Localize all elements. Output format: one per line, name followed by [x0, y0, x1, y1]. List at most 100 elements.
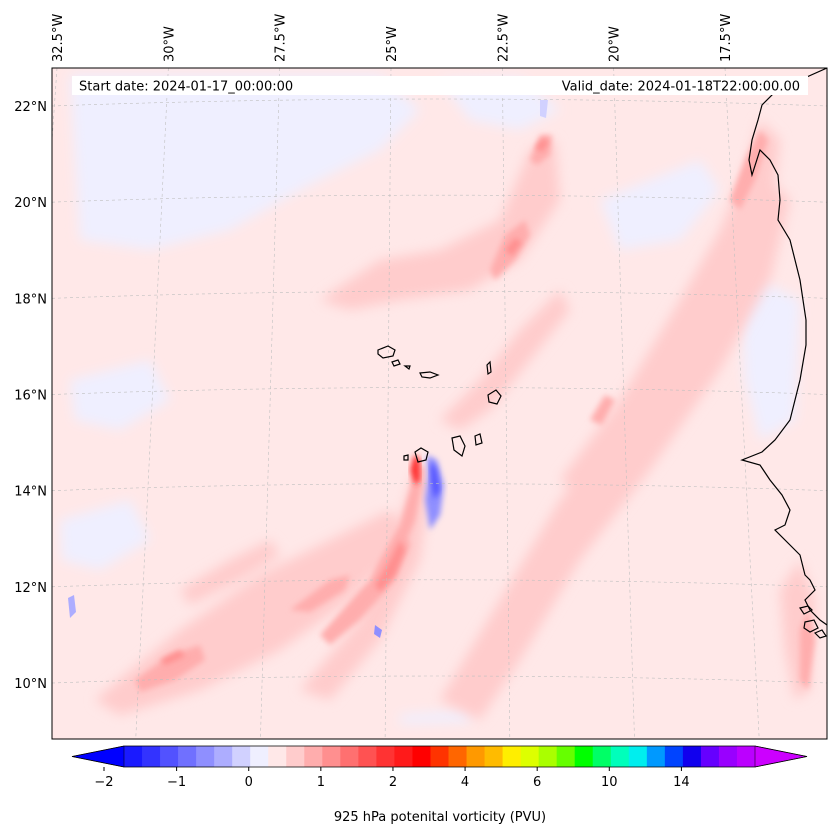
colorbar-tick-label: −1 [167, 775, 186, 790]
colorbar-cell [682, 746, 702, 767]
colorbar-cell [196, 746, 215, 767]
map-panel: Start date: 2024-01-17_00:00:00 Valid_da… [14, 14, 828, 740]
africa-coastline [740, 68, 827, 626]
colorbar-cell [448, 746, 468, 767]
parallel-line [52, 579, 827, 588]
meridian-line [502, 68, 511, 739]
colorbar-cell [538, 746, 558, 767]
parallel-line [52, 483, 827, 491]
map-frame [51, 67, 828, 740]
colorbar-cell [574, 746, 594, 767]
colorbar-cell [700, 746, 720, 767]
meridian-line [613, 68, 635, 739]
colorbar-under-arrow [71, 745, 125, 768]
colorbar: −2 −1 0 1 2 4 6 10 14 925 hPa potenital vorticit… [71, 745, 808, 825]
longitude-label: 27.5°W [274, 14, 289, 62]
colorbar-cells [124, 746, 756, 767]
colorbar-cell [232, 746, 251, 767]
pv-dipole [68, 100, 548, 638]
latitude-label: 16°N [14, 389, 47, 404]
colorbar-tick-label: 14 [673, 775, 690, 790]
cape-verde-island-sal [486, 360, 492, 376]
latitude-label: 10°N [14, 677, 47, 692]
colorbar-cell [466, 746, 486, 767]
bijagos-islands [799, 605, 827, 639]
strong-pv-cores [160, 138, 549, 665]
parallel-line [52, 194, 827, 203]
cape-verde-island-fogo [414, 447, 429, 463]
colorbar-cell [628, 746, 648, 767]
colorbar-cell [718, 746, 738, 767]
colorbar-cell [304, 746, 323, 767]
colorbar-cell [268, 746, 287, 767]
longitude-tick-labels: 32.5°W 30°W 27.5°W 25°W 22.5°W 20°W 17.5°W [51, 14, 734, 62]
parallel-line [52, 675, 827, 684]
latitude-tick-labels: 10°N 12°N 14°N 16°N 18°N 20°N 22°N [14, 100, 47, 692]
latitude-label: 12°N [14, 581, 47, 596]
colorbar-cell [610, 746, 630, 767]
cape-verde-island-maio [474, 433, 483, 446]
colorbar-tick-label: 4 [461, 775, 469, 790]
map-gridlines [52, 68, 827, 739]
colorbar-cell [286, 746, 305, 767]
colorbar-cell [124, 746, 143, 767]
colorbar-cell [736, 746, 756, 767]
colorbar-cell [646, 746, 666, 767]
coastlines [377, 68, 827, 639]
header-background [72, 76, 808, 95]
start-date-label: Start date: 2024-01-17_00:00:00 [79, 80, 293, 95]
cape-verde-island-sao-nicolau [419, 371, 440, 379]
parallel-line [52, 291, 827, 299]
colorbar-tick-label: 1 [317, 775, 325, 790]
colorbar-cell [484, 746, 504, 767]
colorbar-cell [664, 746, 684, 767]
colorbar-cell [430, 746, 450, 767]
colorbar-cell [322, 746, 341, 767]
colorbar-outline [71, 745, 808, 768]
parallel-line [52, 98, 827, 107]
latitude-label: 22°N [14, 100, 47, 115]
parallel-line [52, 387, 827, 395]
colorbar-cell [340, 746, 359, 767]
meridian-line [260, 68, 280, 739]
cape-verde-island-boa-vista [487, 389, 502, 405]
colorbar-label: 925 hPa potenital vorticity (PVU) [334, 810, 546, 825]
colorbar-over-arrow [754, 745, 808, 768]
latitude-label: 20°N [14, 196, 47, 211]
colorbar-cell [358, 746, 377, 767]
longitude-label: 25°W [385, 26, 400, 62]
meridian-line [384, 68, 392, 739]
colorbar-cell [592, 746, 612, 767]
longitude-label: 20°W [608, 26, 623, 62]
colorbar-cell [142, 746, 161, 767]
colorbar-tick-label: 6 [533, 775, 541, 790]
longitude-label: 32.5°W [51, 14, 66, 62]
colorbar-cell [412, 746, 432, 767]
meridian-line [135, 68, 169, 739]
latitude-label: 18°N [14, 292, 47, 307]
meridian-line [724, 68, 760, 739]
cape-verde-island-santa-luzia [403, 365, 411, 370]
cape-verde-island-santiago [451, 435, 466, 457]
colorbar-cell [160, 746, 179, 767]
colorbar-cell [376, 746, 396, 767]
longitude-label: 30°W [162, 26, 177, 62]
valid-date-label: Valid_date: 2024-01-18T22:00:00.00 [562, 80, 800, 95]
colorbar-tick-label: 10 [601, 775, 618, 790]
colorbar-cell [178, 746, 197, 767]
colorbar-cell [250, 746, 269, 767]
cape-verde-island-santo-antao [377, 345, 396, 359]
colorbar-cell [520, 746, 540, 767]
colorbar-cell [214, 746, 233, 767]
colorbar-cell [394, 746, 414, 767]
longitude-label: 17.5°W [719, 14, 734, 62]
colorbar-tick-labels: −2 −1 0 1 2 4 6 10 14 [94, 767, 690, 790]
colorbar-tick-label: 2 [389, 775, 397, 790]
cape-verde-island-brava [403, 454, 409, 461]
colorbar-tick-label: 0 [245, 775, 253, 790]
longitude-label: 22.5°W [496, 14, 511, 62]
cape-verde-island-sao-vicente [391, 359, 401, 367]
meridian-line [52, 68, 58, 146]
colorbar-tick-label: −2 [94, 775, 113, 790]
